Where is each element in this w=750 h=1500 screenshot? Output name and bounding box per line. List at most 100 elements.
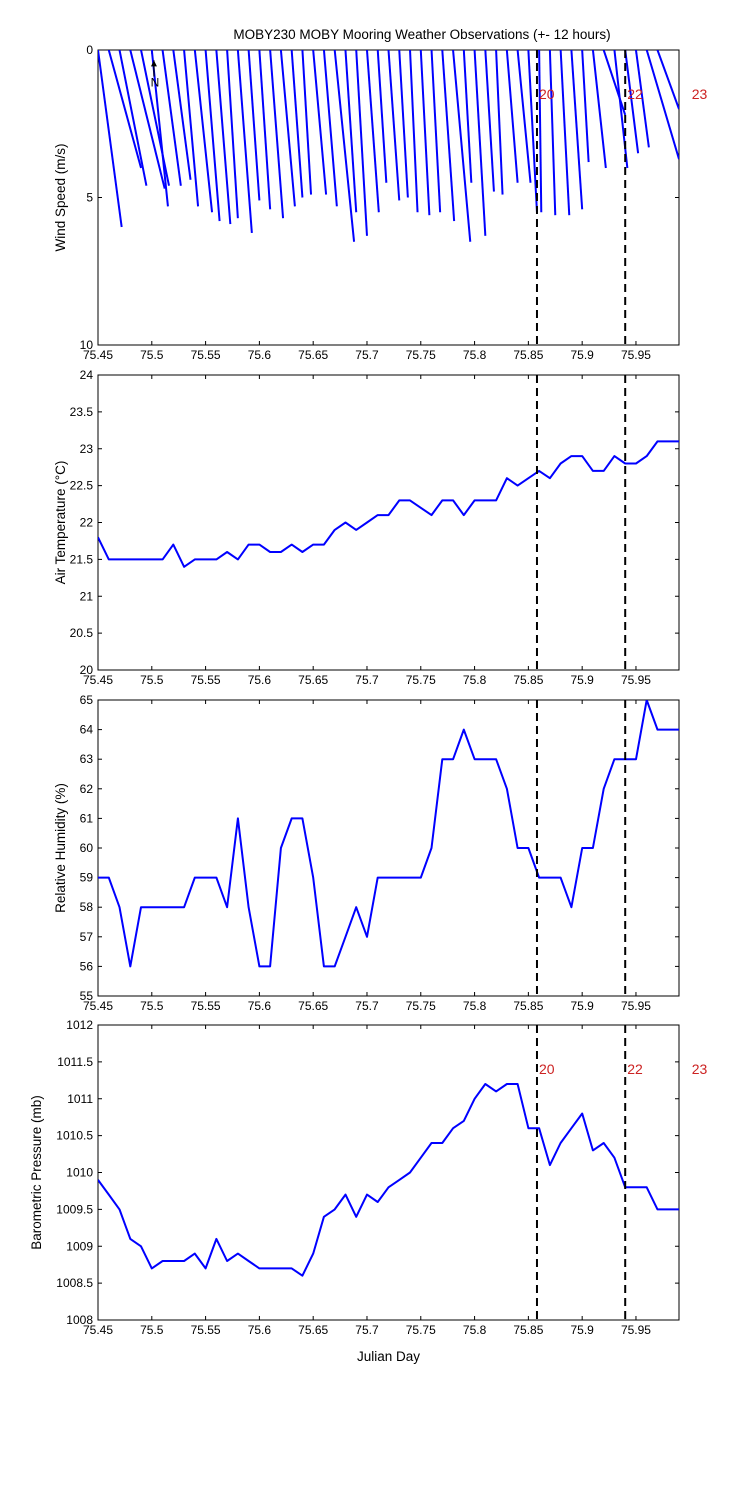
wind-vector	[602, 50, 627, 116]
x-axis-label: Julian Day	[357, 1349, 420, 1364]
wind-vector	[279, 50, 296, 207]
wind-vector	[193, 50, 214, 213]
y-tick-label: 58	[80, 900, 94, 914]
x-tick-label: 75.65	[298, 1323, 328, 1337]
x-tick-label: 75.6	[248, 999, 272, 1013]
y-tick-label: 1009	[66, 1239, 93, 1253]
y-tick-label: 10	[80, 338, 94, 352]
x-tick-label: 75.55	[191, 348, 221, 362]
wind-vector	[581, 50, 590, 163]
figure-title: MOBY230 MOBY Mooring Weather Observation…	[233, 27, 610, 42]
y-tick-label: 21.5	[70, 552, 94, 566]
wind-vector	[312, 50, 328, 195]
y-tick-label: 60	[80, 841, 94, 855]
wind-vector	[591, 50, 607, 169]
x-tick-label: 75.65	[298, 673, 328, 687]
x-tick-label: 75.5	[140, 999, 164, 1013]
wind-vector	[376, 50, 388, 183]
y-tick-label: 1010	[66, 1166, 93, 1180]
wind-vector	[204, 50, 221, 222]
x-tick-label: 75.95	[621, 348, 651, 362]
y-tick-label: 0	[86, 43, 93, 57]
wind-vector	[570, 50, 584, 210]
wind-vector	[516, 50, 532, 183]
y-tick-label: 63	[80, 752, 94, 766]
wind-vector	[118, 50, 148, 186]
panel-3: 75.45 75.5 75.55 75.6 75.65 75.7 75.75 75.8 75.8…	[53, 693, 680, 1013]
marker-label: 22	[627, 1061, 643, 1077]
y-tick-label: 1012	[66, 1018, 93, 1032]
plot-area	[98, 50, 679, 242]
wind-vector	[355, 50, 368, 236]
data-line	[98, 1083, 679, 1277]
wind-vector	[409, 50, 419, 213]
plot-area	[98, 440, 679, 568]
wind-vector	[624, 50, 640, 154]
y-tick-label: 20.5	[70, 626, 94, 640]
x-tick-label: 75.85	[513, 348, 543, 362]
wind-vector	[538, 50, 543, 213]
y-axis-label: Wind Speed (m/s)	[53, 143, 68, 251]
x-tick-label: 75.95	[621, 1323, 651, 1337]
wind-vector	[505, 50, 519, 183]
x-tick-label: 75.75	[406, 673, 436, 687]
x-tick-label: 75.45	[83, 999, 113, 1013]
wind-vector	[258, 50, 272, 210]
x-tick-label: 75.9	[570, 1323, 594, 1337]
y-tick-label: 21	[80, 589, 94, 603]
x-tick-label: 75.45	[83, 673, 113, 687]
wind-vector	[495, 50, 504, 195]
y-tick-label: 22	[80, 516, 94, 530]
x-tick-label: 75.8	[463, 348, 487, 362]
wind-vector	[462, 50, 473, 183]
panel-2: 75.45 75.5 75.55 75.6 75.65 75.7 75.75 75.8 75.8…	[53, 368, 680, 687]
marker-label: 20	[539, 86, 555, 102]
wind-vector	[107, 50, 143, 169]
data-line	[98, 440, 679, 568]
x-tick-label: 75.45	[83, 348, 113, 362]
wind-vector	[226, 50, 239, 219]
axes-box	[97, 49, 680, 346]
data-line	[98, 700, 679, 968]
x-tick-label: 75.65	[298, 348, 328, 362]
north-arrowhead-icon	[150, 60, 157, 67]
y-tick-label: 23	[80, 442, 94, 456]
y-tick-label: 57	[80, 930, 94, 944]
marker-label: 22	[627, 86, 643, 102]
wind-vector	[247, 50, 261, 201]
x-tick-label: 75.85	[513, 999, 543, 1013]
wind-vector	[634, 50, 650, 148]
x-tick-label: 75.9	[570, 348, 594, 362]
y-axis-label: Barometric Pressure (mb)	[29, 1095, 44, 1250]
y-tick-label: 61	[80, 811, 94, 825]
x-tick-label: 75.95	[621, 999, 651, 1013]
x-tick-label: 75.7	[355, 673, 379, 687]
marker-label: 23	[692, 86, 708, 102]
wind-vector	[398, 50, 409, 198]
wind-vector	[419, 50, 431, 216]
y-axis-label: Air Temperature (°C)	[53, 461, 68, 585]
x-tick-label: 75.65	[298, 999, 328, 1013]
y-tick-label: 1011.5	[57, 1055, 93, 1069]
x-tick-label: 75.6	[248, 348, 272, 362]
x-tick-label: 75.55	[191, 673, 221, 687]
wind-vector	[269, 50, 285, 219]
y-tick-label: 1008.5	[56, 1276, 93, 1290]
y-tick-label: 62	[80, 782, 94, 796]
x-tick-label: 75.7	[355, 348, 379, 362]
wind-vector	[333, 50, 356, 242]
north-label: N	[151, 76, 160, 90]
x-tick-label: 75.5	[140, 673, 164, 687]
wind-vector	[344, 50, 358, 213]
wind-vector	[430, 50, 442, 213]
marker-label: 23	[692, 1061, 708, 1077]
wind-vector	[161, 50, 182, 186]
x-tick-label: 75.7	[355, 1323, 379, 1337]
wind-vector	[215, 50, 232, 225]
wind-vector	[484, 50, 495, 192]
wind-vector	[452, 50, 472, 242]
x-tick-label: 75.5	[140, 348, 164, 362]
x-tick-label: 75.8	[463, 1323, 487, 1337]
wind-vector	[236, 50, 253, 233]
